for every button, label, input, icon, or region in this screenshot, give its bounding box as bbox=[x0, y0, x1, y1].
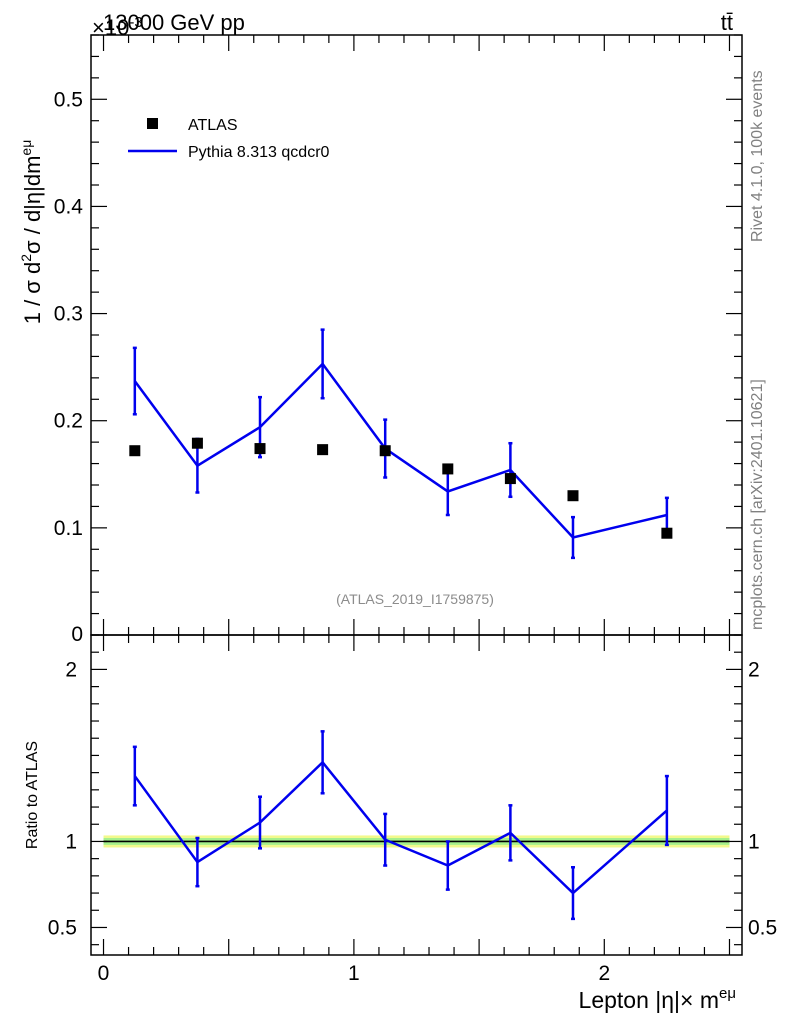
ratio-y-tick-label-left: 1 bbox=[65, 830, 77, 853]
atlas-data-point bbox=[661, 527, 673, 539]
x-tick-label: 2 bbox=[598, 962, 610, 985]
legend-marker-atlas bbox=[147, 118, 158, 129]
ratio-pythia-line bbox=[133, 760, 668, 895]
atlas-data-point bbox=[129, 445, 141, 457]
main-panel: 0.1 0.2 0.3 0.4 0.5 0 1 / σ d2σ / d|η|dmeμ AT… bbox=[18, 34, 743, 646]
process-label: tt̄ bbox=[721, 10, 733, 35]
energy-label: 13000 GeV pp bbox=[103, 10, 245, 35]
exponent-label: ×10-3 bbox=[92, 14, 143, 40]
x-tick-label: 1 bbox=[348, 962, 360, 985]
legend-label-atlas: ATLAS bbox=[188, 117, 238, 134]
atlas-data-point bbox=[504, 473, 516, 485]
atlas-data-point bbox=[317, 444, 329, 456]
legend: ATLAS Pythia 8.313 qcdcr0 bbox=[128, 117, 330, 161]
mcplots-label: mcplots.cern.ch [arXiv:2401.10621] bbox=[749, 379, 766, 630]
atlas-data-point bbox=[191, 437, 203, 449]
atlas-data-point bbox=[567, 490, 579, 502]
ratio-y-tick-label-right: 2 bbox=[748, 658, 760, 681]
ratio-y-tick-label-right: 1 bbox=[748, 830, 760, 853]
ratio-panel: 0.5 0.5 1 1 2 2 0 1 2 Ratio to ATLAS Lepton |η|×… bbox=[24, 634, 777, 1013]
analysis-id-label: (ATLAS_2019_I1759875) bbox=[336, 591, 494, 607]
y-tick-label: 0.3 bbox=[54, 303, 83, 326]
x-axis-label: Lepton |η|× meμ bbox=[579, 985, 736, 1013]
main-y-axis-label: 1 / σ d2σ / d|η|dmeμ bbox=[18, 140, 45, 325]
ratio-y-tick-label-left: 0.5 bbox=[48, 916, 77, 939]
pythia-line bbox=[133, 362, 668, 539]
y-tick-label: 0.5 bbox=[54, 88, 83, 111]
y-tick-label: 0.1 bbox=[54, 517, 83, 540]
y-tick-label: 0.2 bbox=[54, 410, 83, 433]
atlas-data-point bbox=[254, 443, 266, 455]
ratio-y-axis-label: Ratio to ATLAS bbox=[24, 741, 41, 849]
legend-label-pythia: Pythia 8.313 qcdcr0 bbox=[188, 144, 330, 161]
x-tick-label: 0 bbox=[98, 962, 110, 985]
ratio-y-tick-label-left: 2 bbox=[65, 658, 77, 681]
rivet-label: Rivet 4.1.0, 100k events bbox=[749, 70, 766, 242]
atlas-data-point bbox=[379, 445, 391, 457]
ratio-axis-ticks: 0.5 0.5 1 1 2 2 0 1 2 bbox=[48, 634, 777, 985]
main-axis-ticks: 0.1 0.2 0.3 0.4 0.5 0 bbox=[54, 34, 742, 646]
ratio-y-tick-label-right: 0.5 bbox=[748, 916, 777, 939]
atlas-data-point bbox=[442, 463, 454, 475]
y-tick-label-zero: 0 bbox=[71, 623, 83, 646]
y-tick-label: 0.4 bbox=[54, 195, 84, 218]
ratio-plot-frame bbox=[90, 634, 743, 956]
